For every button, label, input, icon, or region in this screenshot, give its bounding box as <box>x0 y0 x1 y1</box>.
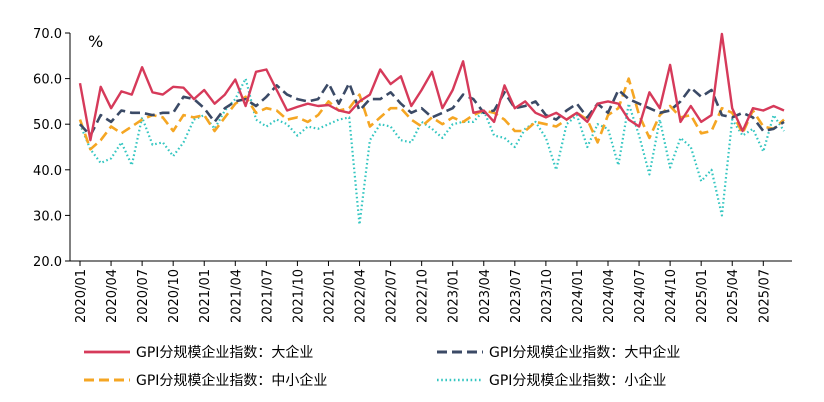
legend-label-small: GPI分规模企业指数：小企业 <box>489 372 666 389</box>
x-tick-label: 2020/04 <box>105 269 120 323</box>
x-tick-label: 2021/04 <box>229 269 244 323</box>
x-tick-label: 2020/10 <box>167 269 182 323</box>
y-tick-label: 40.0 <box>33 164 62 179</box>
x-tick-label: 2020/07 <box>136 269 151 323</box>
y-tick-label: 30.0 <box>33 209 62 224</box>
x-tick-label: 2024/10 <box>664 269 679 323</box>
legend-label-large: GPI分规模企业指数：大企业 <box>136 344 313 361</box>
series-line-large <box>78 32 785 142</box>
x-axis-ticks: 2020/01 2020/04 2020/07 2020/10 2021/01 2021/… <box>74 261 772 323</box>
plot-area <box>78 32 785 226</box>
x-tick-label: 2022/10 <box>416 269 431 323</box>
x-tick-label: 2023/10 <box>540 269 555 323</box>
x-tick-label: 2025/07 <box>757 269 772 323</box>
x-tick-label: 2021/07 <box>260 269 275 323</box>
legend: GPI分规模企业指数：大企业 GPI分规模企业指数：大中企业 GPI分规模企业指数：… <box>84 344 680 389</box>
x-tick-label: 2021/10 <box>291 269 306 323</box>
x-tick-label: 2022/01 <box>322 269 337 323</box>
x-tick-label: 2023/01 <box>447 269 462 323</box>
x-tick-label: 2025/01 <box>695 269 710 323</box>
y-tick-label: 20.0 <box>33 255 62 270</box>
x-tick-label: 2022/07 <box>385 269 400 323</box>
x-tick-label: 2024/04 <box>602 269 617 323</box>
y-tick-label: 60.0 <box>33 73 62 88</box>
x-tick-label: 2023/07 <box>509 269 524 323</box>
x-tick-label: 2023/04 <box>478 269 493 323</box>
x-tick-label: 2020/01 <box>74 269 89 323</box>
series-line-large_medium <box>79 81 785 137</box>
y-axis-ticks: 20.0 30.0 40.0 50.0 60.0 70.0 <box>33 27 70 270</box>
legend-label-small_medium: GPI分规模企业指数：中小企业 <box>136 372 327 389</box>
y-tick-label: 50.0 <box>33 118 62 133</box>
y-axis-unit-label: % <box>88 32 103 51</box>
x-tick-label: 2022/04 <box>354 269 369 323</box>
x-tick-label: 2024/01 <box>571 269 586 323</box>
y-tick-label: 70.0 <box>33 27 62 42</box>
legend-label-large_medium: GPI分规模企业指数：大中企业 <box>489 344 680 361</box>
x-tick-label: 2021/01 <box>198 269 213 323</box>
x-tick-label: 2024/07 <box>633 269 648 323</box>
series-line-small_medium <box>78 77 785 151</box>
x-tick-label: 2025/04 <box>726 269 741 323</box>
series-line-small <box>78 77 785 226</box>
